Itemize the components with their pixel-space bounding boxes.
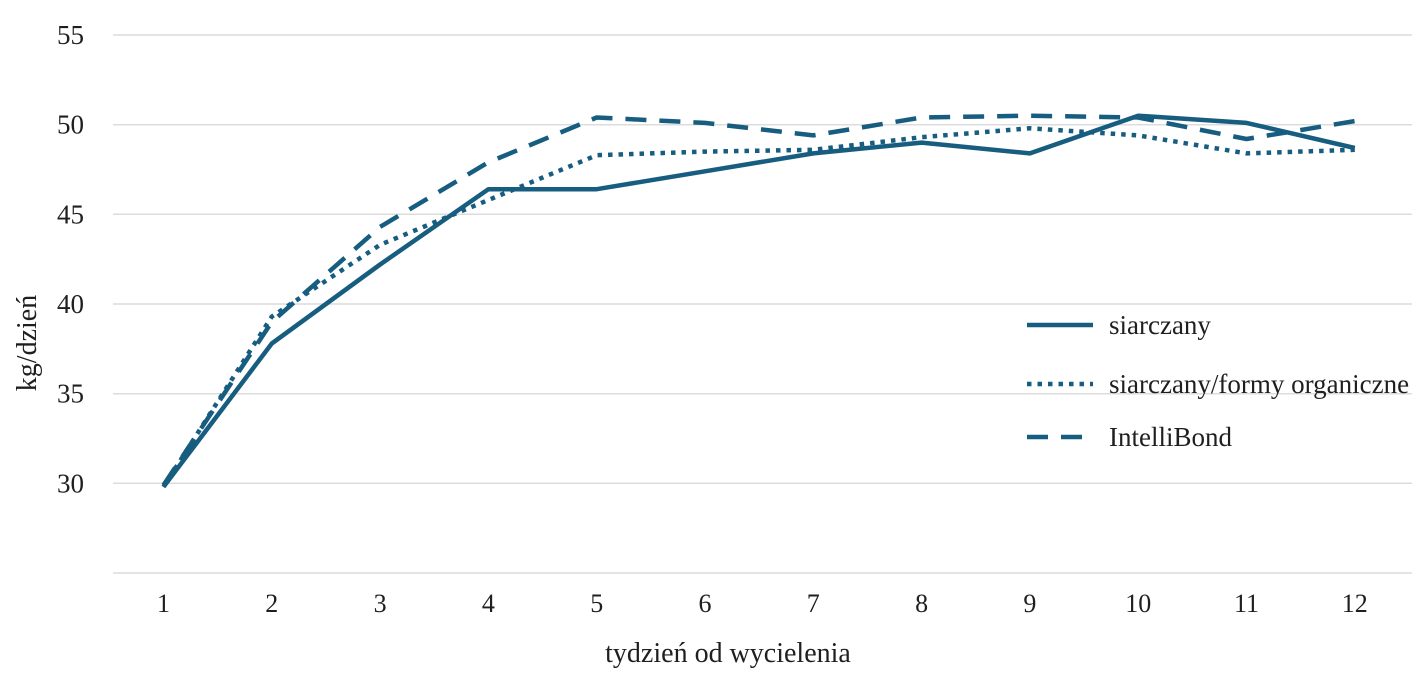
- x-tick-label: 2: [265, 589, 278, 618]
- x-tick-label: 1: [157, 589, 170, 618]
- x-tick-label: 6: [699, 589, 712, 618]
- y-tick-label: 45: [57, 199, 84, 229]
- legend-item-siarczany-formy-organiczne: siarczany/formy organiczne: [1025, 367, 1409, 401]
- legend-line-solid-icon: [1027, 322, 1093, 328]
- y-tick-label: 35: [57, 379, 84, 409]
- legend-line-dashed-icon: [1027, 434, 1093, 440]
- legend-item-siarczany: siarczany: [1025, 308, 1211, 342]
- x-tick-label: 10: [1125, 589, 1151, 618]
- y-tick-label: 30: [57, 468, 84, 498]
- x-tick-label: 9: [1023, 589, 1036, 618]
- legend-line-dotted-icon: [1027, 381, 1093, 387]
- x-tick-label: 8: [915, 589, 928, 618]
- y-tick-label: 40: [57, 289, 84, 319]
- series-line-dashed: [161, 113, 1356, 487]
- x-axis-title: tydzień od wycielenia: [605, 638, 851, 669]
- series-line-solid: [161, 113, 1356, 489]
- y-tick-label: 50: [57, 110, 84, 140]
- x-tick-label: 12: [1342, 589, 1368, 618]
- series-line-dotted: [161, 126, 1355, 489]
- y-tick-label: 55: [57, 20, 84, 50]
- legend-item-intellibond: IntelliBond: [1025, 420, 1232, 454]
- x-tick-label: 11: [1234, 589, 1259, 618]
- x-tick-label: 3: [374, 589, 387, 618]
- x-tick-label: 4: [482, 589, 495, 618]
- legend-label: siarczany: [1109, 309, 1211, 340]
- x-tick-label: 7: [807, 589, 820, 618]
- legend-label: siarczany/formy organiczne: [1109, 368, 1410, 399]
- x-tick-label: 5: [590, 589, 603, 618]
- y-axis-title: kg/dzień: [12, 294, 43, 392]
- legend-label: IntelliBond: [1109, 421, 1232, 452]
